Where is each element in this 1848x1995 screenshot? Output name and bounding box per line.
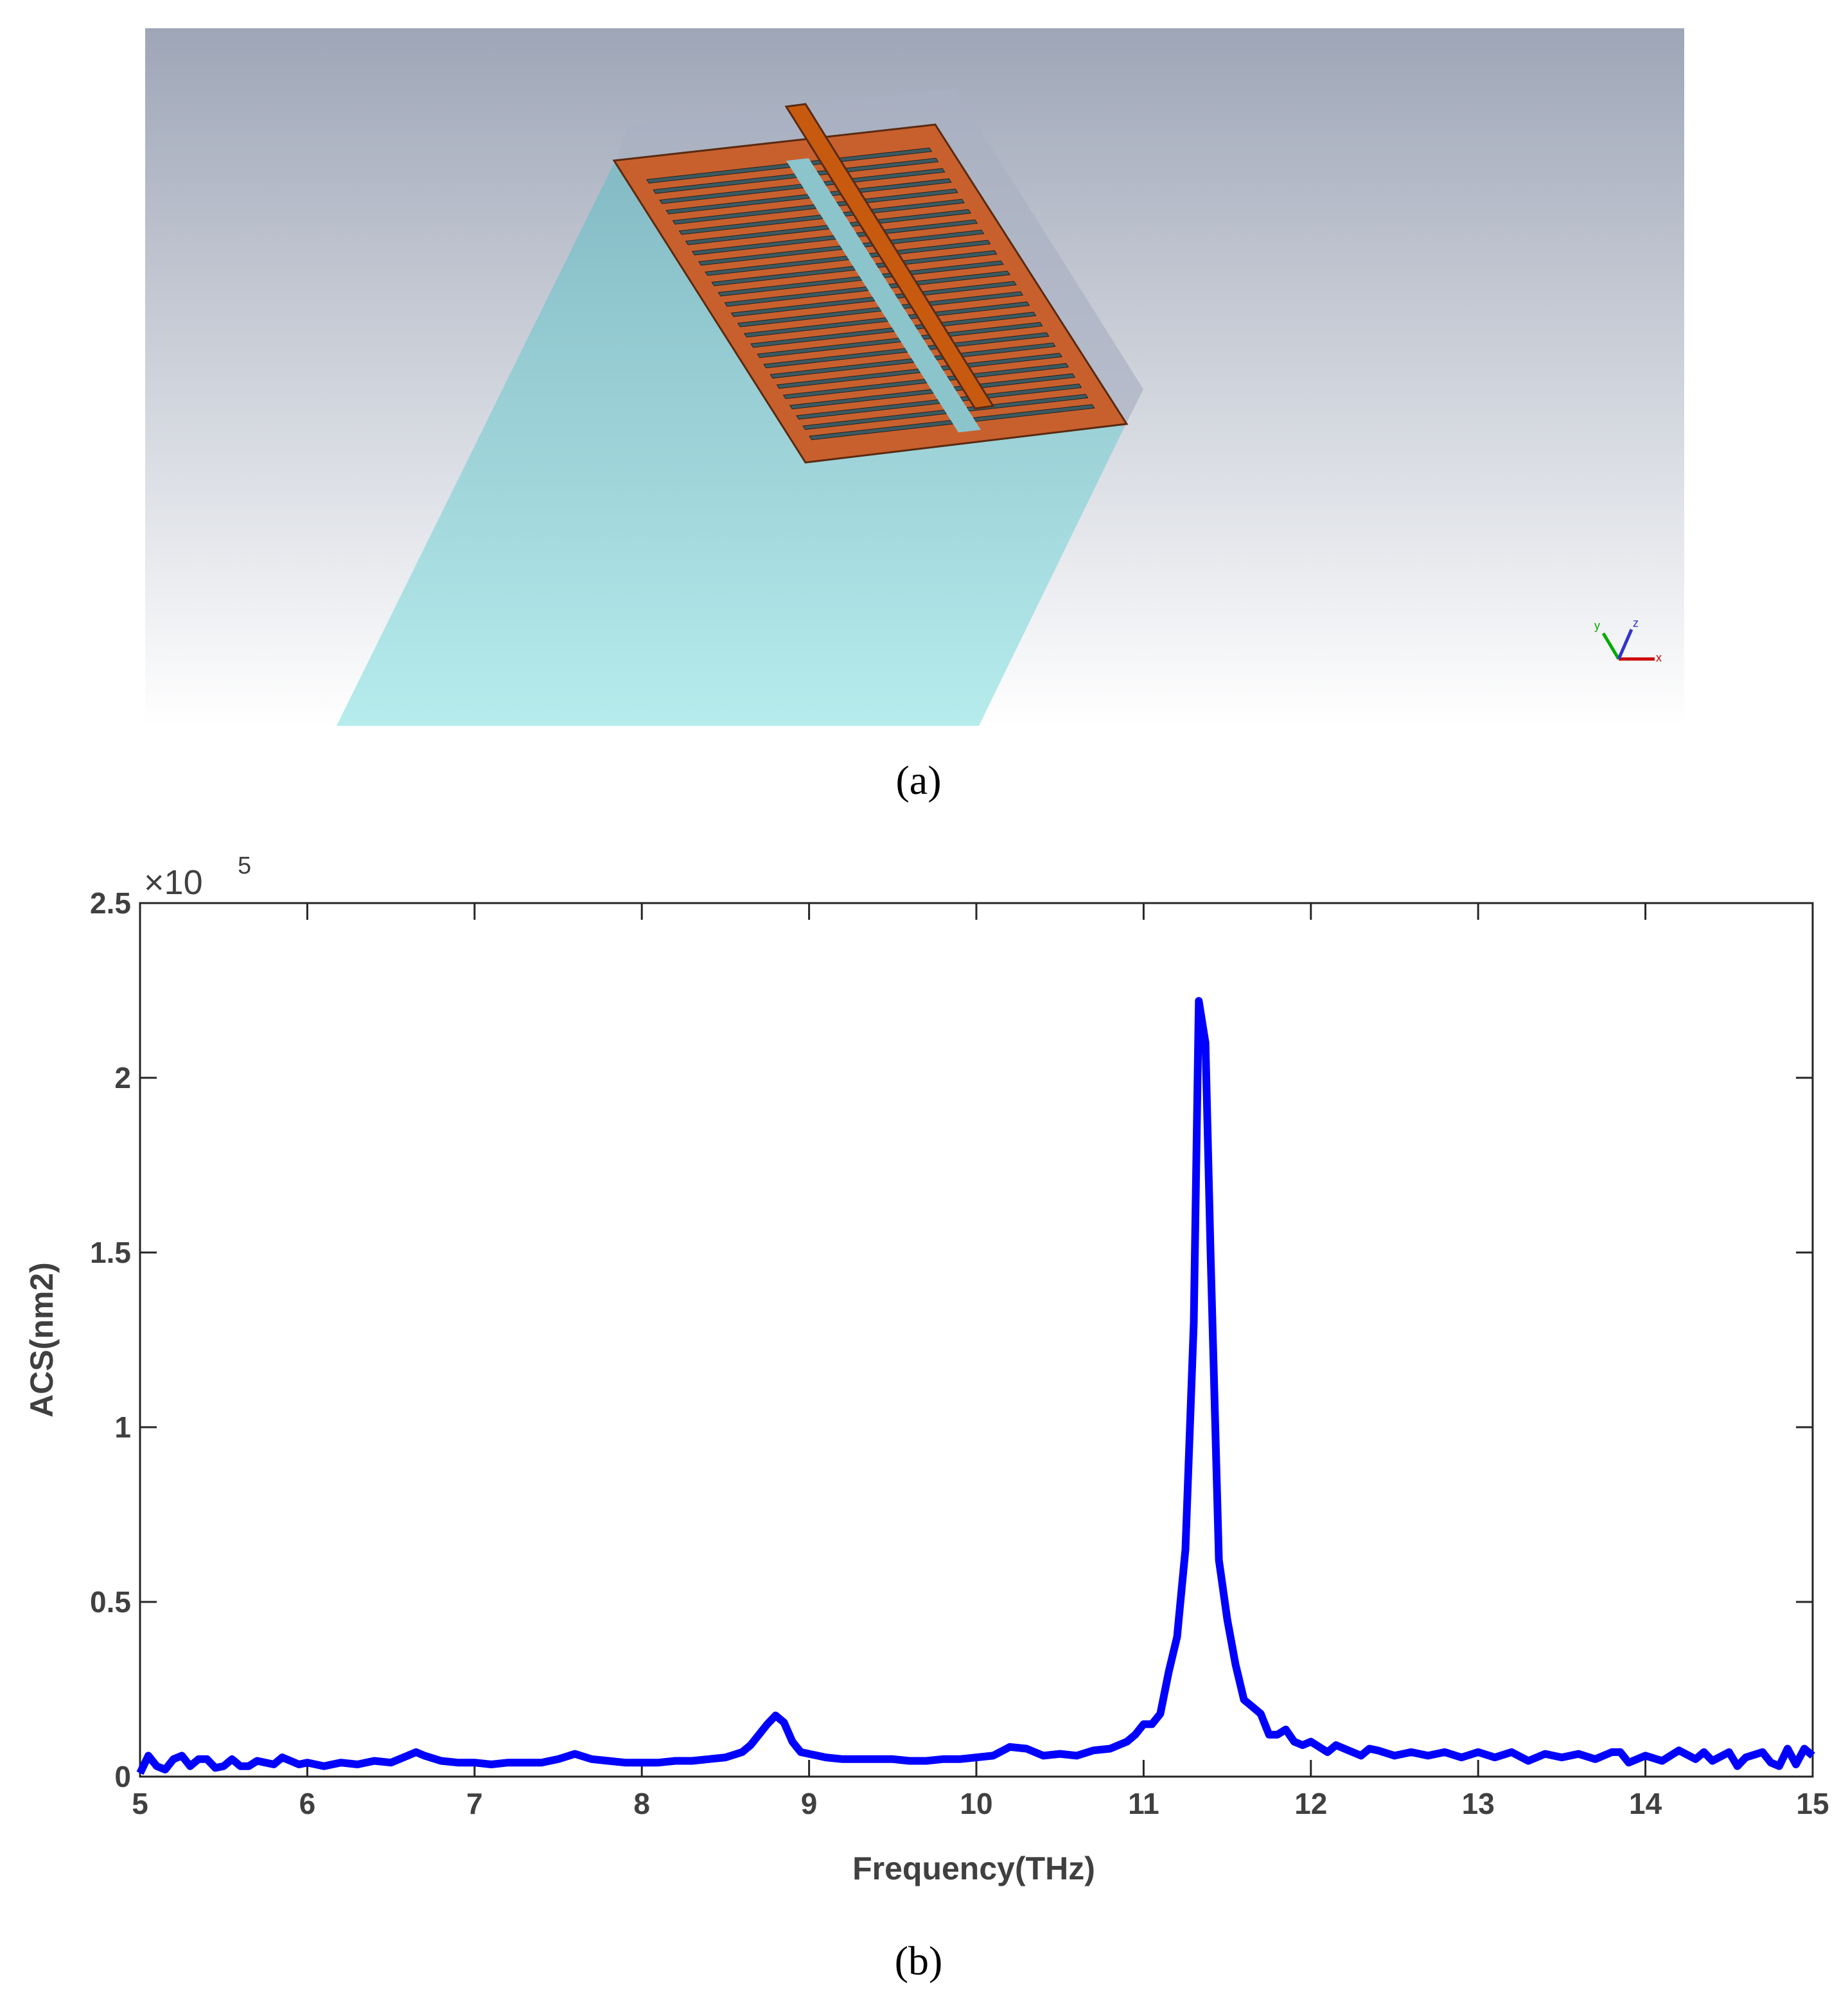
slot: [907, 301, 1030, 319]
x-axis-label: Frequency(THz): [852, 1850, 1095, 1886]
slot: [868, 240, 991, 258]
slot: [888, 270, 1010, 288]
slot: [946, 363, 1069, 381]
data-line: [136, 997, 1815, 1775]
x-tick-label: 15: [1796, 1787, 1829, 1820]
x-tick-label: 14: [1629, 1787, 1662, 1820]
copper-strip: [784, 103, 995, 410]
x-tick-label: 6: [299, 1787, 316, 1820]
slot: [914, 312, 1037, 330]
triad-label: z: [1633, 617, 1639, 629]
slot: [698, 245, 843, 266]
y-tick-label: 1: [114, 1411, 131, 1444]
caption: (a): [895, 757, 941, 803]
x-tick-label: 9: [801, 1787, 818, 1820]
y-tick-label: 2.5: [90, 886, 131, 920]
slot: [920, 322, 1043, 340]
model-render: x y z: [145, 28, 1684, 726]
x-tick-label: 5: [132, 1787, 148, 1820]
caption: (b): [895, 1938, 943, 1983]
y-tick-label: 2: [114, 1061, 131, 1094]
y-axis-label: ACS(nm2): [24, 1262, 60, 1418]
x-tick-label: 12: [1294, 1787, 1327, 1820]
plot-area: [139, 902, 1814, 1778]
chart: Frequency(THz) ACS(nm2) ×10 5 5 6 7 8 9 10 11 1…: [24, 852, 1829, 1886]
gap: [786, 158, 981, 433]
slot: [717, 276, 863, 297]
substrate: [337, 163, 1124, 726]
slot: [659, 184, 804, 204]
y-tick-label: 1.5: [90, 1236, 131, 1269]
slot: [940, 353, 1062, 371]
triad-label: y: [1594, 619, 1600, 632]
x-tick-label: 10: [960, 1787, 992, 1820]
slot: [678, 215, 823, 235]
triad-z: [1617, 629, 1633, 660]
slot: [933, 342, 1056, 360]
slot: [901, 291, 1024, 309]
x-tick-label: 7: [466, 1787, 483, 1820]
slot: [960, 383, 1082, 401]
slot: [966, 394, 1089, 412]
slot: [927, 332, 1050, 350]
y-multiplier-exponent: 5: [238, 852, 251, 879]
triad-y: [1601, 632, 1621, 660]
y-tick-label: 0: [114, 1760, 131, 1793]
x-tick-label: 13: [1462, 1787, 1495, 1820]
axis-triad: x y z: [1594, 617, 1662, 664]
x-tick-label: 11: [1128, 1787, 1159, 1820]
y-multiplier: ×10: [144, 863, 203, 902]
triad-label: x: [1656, 651, 1662, 664]
x-tick-label: 8: [633, 1787, 650, 1820]
y-tick-label: 0.5: [90, 1585, 131, 1619]
